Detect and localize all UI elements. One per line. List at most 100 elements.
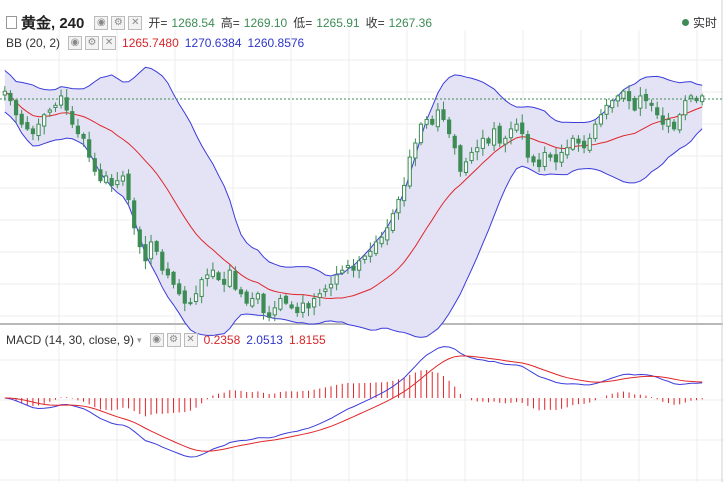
candle-body xyxy=(688,95,694,99)
bb-band-fill xyxy=(4,67,703,338)
candle-body xyxy=(300,302,305,313)
candle-body xyxy=(385,227,390,241)
candle-body xyxy=(357,260,362,271)
candle-body xyxy=(306,303,311,309)
candle-body xyxy=(210,269,216,277)
macd-dropdown-icon[interactable]: ▾ xyxy=(137,334,142,345)
candle-body xyxy=(458,145,463,172)
candle-body xyxy=(604,104,609,115)
candle-body xyxy=(587,137,592,151)
open-value: 1268.54 xyxy=(171,15,215,30)
candle-body xyxy=(666,118,671,127)
candle-body xyxy=(58,95,64,106)
candle-body xyxy=(373,241,379,254)
realtime-status: 实时 xyxy=(681,14,717,31)
candle-body xyxy=(47,109,52,113)
candle-body xyxy=(480,137,485,149)
candle-body xyxy=(402,184,407,202)
close-value: 1267.36 xyxy=(388,15,432,30)
candle-body xyxy=(345,264,350,269)
candle-body xyxy=(632,98,637,111)
candle-body xyxy=(492,128,497,146)
candle-body xyxy=(469,151,474,162)
candle-body xyxy=(424,118,429,125)
candle-body xyxy=(115,180,120,186)
macd-histogram-value: 0.2358 xyxy=(203,333,241,347)
candle-body xyxy=(334,274,339,285)
candle-body xyxy=(328,283,334,289)
candle-body xyxy=(418,123,424,144)
candle-body xyxy=(120,175,126,182)
candle-body xyxy=(542,151,547,167)
candle-body xyxy=(312,297,317,308)
candle-body xyxy=(576,138,581,144)
candle-body xyxy=(36,123,41,137)
candle-body xyxy=(283,295,289,304)
bb-legend: BB (20, 2) ◉ ⚙ ✕ 1265.7480 1270.6384 126… xyxy=(6,36,304,50)
candle-body xyxy=(435,109,440,128)
candle-body xyxy=(244,291,249,304)
high-value: 1269.10 xyxy=(243,15,288,30)
high-label: 高= xyxy=(220,16,240,30)
candle-body xyxy=(548,154,553,158)
candle-body xyxy=(694,97,699,102)
candle-body xyxy=(75,125,81,135)
candle-body xyxy=(508,128,514,139)
candle-body xyxy=(64,97,69,111)
macd-signal-value: 1.8155 xyxy=(288,333,326,347)
low-value: 1265.91 xyxy=(316,15,360,30)
candle-body xyxy=(407,156,412,187)
candle-body xyxy=(503,137,508,145)
macd-line-value: 2.0513 xyxy=(246,333,283,347)
candle-body xyxy=(92,158,97,172)
candle-body xyxy=(379,236,384,245)
candle-body xyxy=(610,100,615,109)
candle-body xyxy=(278,297,283,310)
collapse-icon[interactable] xyxy=(6,16,17,29)
candle-body xyxy=(317,293,322,298)
candle-body xyxy=(655,107,660,116)
candle-body xyxy=(323,288,328,293)
candle-body xyxy=(177,283,182,295)
candle-body xyxy=(267,312,272,318)
candle-body xyxy=(171,271,176,285)
candle-body xyxy=(565,147,570,156)
candle-body xyxy=(103,175,109,183)
status-dot-icon xyxy=(681,19,689,26)
candle-body xyxy=(238,289,244,295)
settings-icon[interactable]: ⚙ xyxy=(111,15,126,30)
candle-body xyxy=(570,137,575,150)
bb-settings-icon[interactable]: ⚙ xyxy=(85,36,100,50)
candle-body xyxy=(255,293,260,300)
candle-body xyxy=(700,95,705,103)
candle-body xyxy=(593,123,598,139)
macd-settings-icon[interactable]: ⚙ xyxy=(166,333,181,347)
candle-body xyxy=(261,293,266,314)
candle-body xyxy=(289,304,294,309)
macd-eye-icon[interactable]: ◉ xyxy=(149,333,164,347)
candle-body xyxy=(13,100,19,116)
candle-body xyxy=(581,140,587,149)
candle-body xyxy=(396,199,401,214)
close-icon[interactable]: ✕ xyxy=(128,15,143,30)
candle-body xyxy=(250,297,255,307)
eye-icon[interactable]: ◉ xyxy=(94,15,109,30)
candle-body xyxy=(559,151,564,163)
macd-line xyxy=(4,346,703,458)
candle-body xyxy=(295,306,300,314)
candle-body xyxy=(531,156,536,163)
bb-lower-line xyxy=(4,111,703,338)
candle-body xyxy=(70,111,75,125)
bb-eye-icon[interactable]: ◉ xyxy=(68,36,83,50)
bb-upper-value: 1270.6384 xyxy=(184,36,242,50)
candle-body xyxy=(621,90,626,99)
candle-body xyxy=(143,244,148,262)
candle-body xyxy=(486,138,491,144)
candle-body xyxy=(227,269,232,287)
candle-body xyxy=(447,119,452,135)
main-legend: 黄金, 240 ◉ ⚙ ✕ 开= 1268.54 高= 1269.10 低= 1… xyxy=(6,12,432,33)
candle-body xyxy=(137,229,142,248)
bb-close-icon[interactable]: ✕ xyxy=(102,36,117,50)
macd-close-icon[interactable]: ✕ xyxy=(183,333,198,347)
